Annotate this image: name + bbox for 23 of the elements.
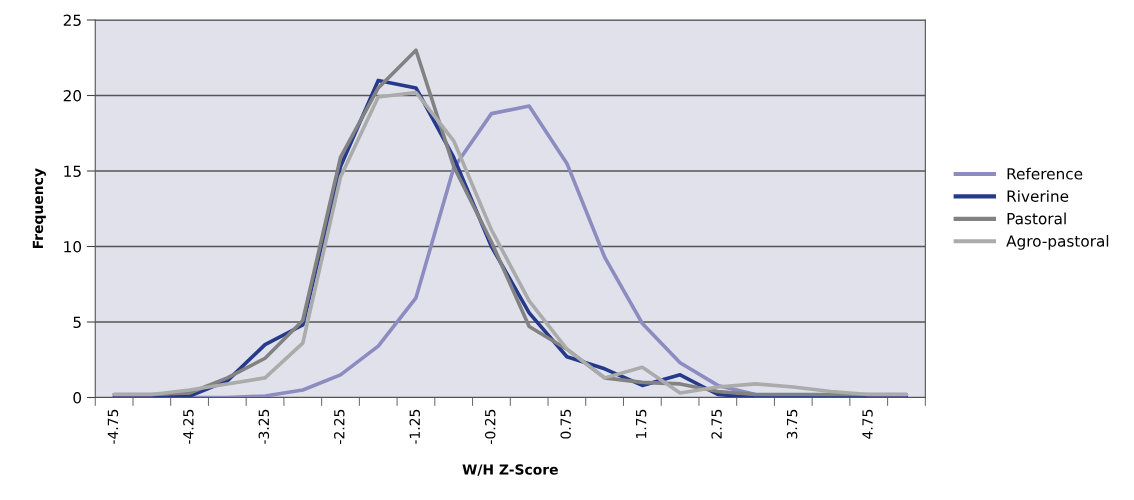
y-tick-label: 25: [63, 14, 81, 27]
x-tick-label: -4.75: [107, 409, 119, 444]
x-tick-label: 4.75: [862, 409, 873, 439]
x-tick-label: -0.25: [484, 409, 496, 444]
y-tick-label: 10: [64, 240, 82, 253]
legend-label: Pastoral: [1007, 212, 1066, 225]
x-tick-label: -4.25: [183, 409, 194, 444]
legend-label: Agro-pastoral: [1006, 234, 1109, 250]
x-tick-label: -3.25: [258, 409, 270, 444]
y-tick-label: 15: [64, 165, 81, 178]
x-tick-label: 0.75: [560, 409, 571, 439]
y-tick-label: 20: [63, 89, 82, 102]
x-tick-label: -2.25: [334, 409, 345, 444]
y-tick-label: 5: [73, 316, 81, 329]
y-tick-label: 0: [73, 391, 82, 404]
y-axis-title: Frequency: [32, 168, 46, 249]
x-tick-label: -1.25: [409, 409, 420, 444]
legend-label: Riverine: [1007, 190, 1069, 202]
x-tick-label: 3.75: [786, 409, 798, 439]
x-tick-label: 1.75: [636, 409, 647, 439]
x-tick-label: 2.75: [711, 409, 722, 439]
legend-label: Reference: [1007, 167, 1083, 180]
x-axis-title: W/H Z-Score: [462, 464, 558, 476]
